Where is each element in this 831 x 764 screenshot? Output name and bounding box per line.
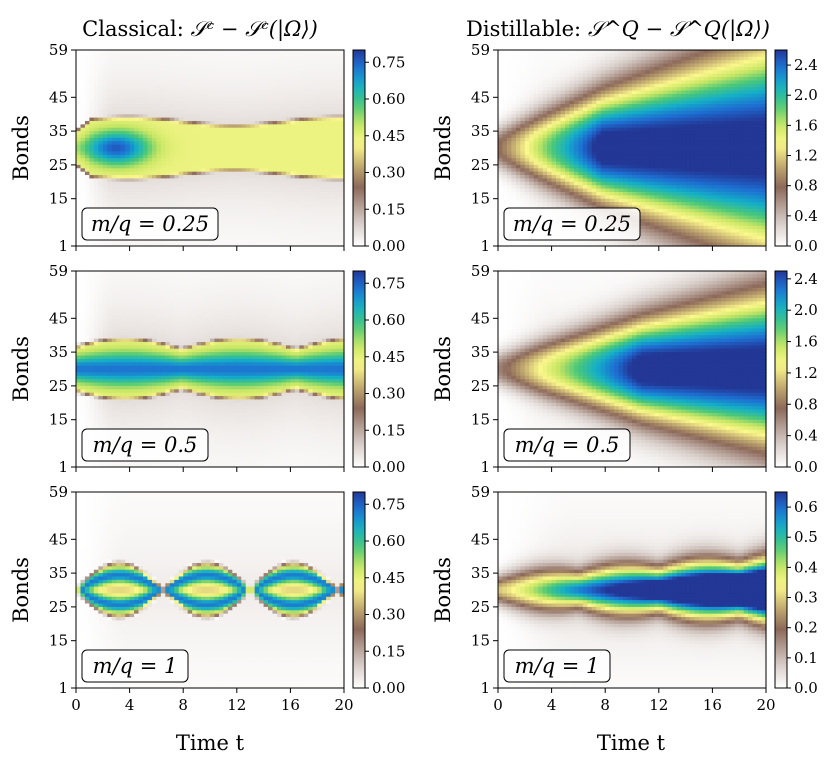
colorbar-tick-label: 0.30 bbox=[372, 164, 405, 182]
colorbar-tick-label: 0.75 bbox=[372, 53, 405, 71]
colorbar-tick-label: 0.60 bbox=[372, 90, 405, 108]
colorbar-tick-label: 0.15 bbox=[372, 200, 405, 218]
y-tick-label: 35 bbox=[49, 122, 68, 140]
parameter-label: m/q = 0.25 bbox=[82, 208, 218, 240]
title-classical: Classical: 𝒮ᶜ − 𝒮ᶜ(|Ω⟩) bbox=[82, 17, 318, 42]
colorbar-gradient bbox=[353, 50, 365, 246]
colorbar-tick-label: 0.45 bbox=[372, 127, 405, 145]
colorbar: 0.00 0.15 0.30 0.45 0.60 0.75 bbox=[353, 50, 405, 255]
figure: Classical: 𝒮ᶜ − 𝒮ᶜ(|Ω⟩) Distillable: 𝒮^Q… bbox=[0, 0, 831, 764]
title-distillable: Distillable: 𝒮^Q − 𝒮^Q(|Ω⟩) bbox=[466, 17, 770, 42]
parameter-label-text: m/q = 0.25 bbox=[91, 212, 209, 236]
y-tick-label: 59 bbox=[49, 41, 68, 59]
y-tick-label: 45 bbox=[49, 88, 68, 106]
y-tick-label: 15 bbox=[49, 190, 68, 208]
y-tick-label: 1 bbox=[58, 237, 68, 255]
colorbar-tick-label: 0.00 bbox=[372, 237, 405, 255]
y-axis-label: Bonds bbox=[9, 115, 33, 181]
y-tick-label: 25 bbox=[49, 156, 68, 174]
